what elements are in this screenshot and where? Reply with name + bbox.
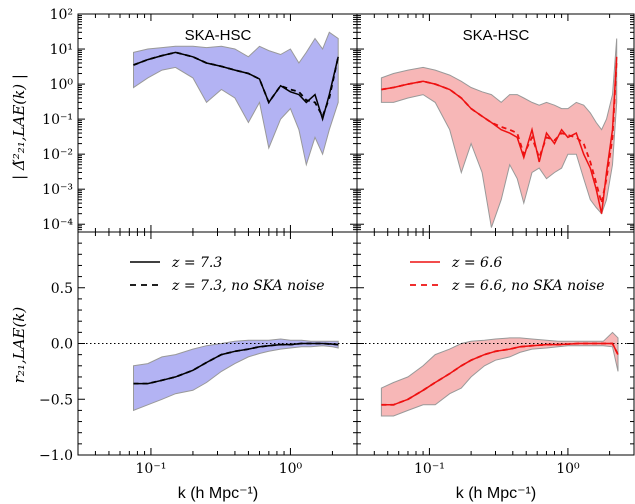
ytick-label-top-left-2: 10⁰ — [50, 77, 74, 93]
ytick-label-top-left-3: 10⁻¹ — [42, 112, 73, 128]
ytick-label-bottom-left-2: −0.5 — [39, 392, 73, 408]
xlabel-right: k (h Mpc⁻¹) — [456, 485, 536, 502]
series-top-left-1 — [133, 51, 340, 119]
ytick-label-bottom-left-3: −1.0 — [39, 448, 73, 464]
series-top-left-0 — [133, 51, 339, 122]
top-ylabel: | Δ̃²₂₁,LAE(k) | — [10, 74, 28, 180]
xtick-label-bottom-right-1: 10⁰ — [556, 461, 580, 477]
legend-left-label-1: z = 7.3, no SKA noise — [171, 278, 325, 294]
bottom-ylabel: r₂₁,LAE(k) — [10, 307, 28, 384]
ytick-label-top-left-1: 10¹ — [50, 42, 73, 58]
band-bottom-left — [133, 338, 339, 412]
legend-left: z = 7.3 z = 7.3, no SKA noise — [130, 255, 325, 294]
legend-right: z = 6.6 z = 6.6, no SKA noise — [410, 255, 605, 294]
xtick-label-bottom-left-0: 10⁻¹ — [136, 461, 167, 477]
panel-title-right: SKA-HSC — [463, 27, 530, 44]
ytick-label-bottom-left-0: 0.5 — [51, 281, 73, 297]
band-bottom-right — [380, 331, 619, 417]
series-top-right-0 — [381, 56, 618, 214]
band-top-right — [380, 38, 618, 228]
series-bottom-left-1 — [133, 342, 339, 385]
ytick-label-top-left-0: 10² — [50, 7, 73, 23]
ytick-label-top-left-5: 10⁻³ — [42, 182, 73, 198]
xtick-label-bottom-right-0: 10⁻¹ — [414, 461, 445, 477]
band-top-left — [133, 31, 339, 167]
ytick-label-top-left-6: 10⁻⁴ — [42, 217, 73, 233]
xlabel-left: k (h Mpc⁻¹) — [178, 485, 258, 502]
legend-left-label-0: z = 7.3 — [171, 255, 222, 271]
bands-layer — [133, 31, 619, 417]
series-lines-layer — [133, 51, 619, 406]
panel-title-left: SKA-HSC — [185, 27, 252, 44]
series-bottom-right-1 — [381, 342, 619, 406]
legend-right-label-1: z = 6.6, no SKA noise — [451, 278, 605, 294]
xtick-label-bottom-left-1: 10⁰ — [279, 461, 303, 477]
legend-right-label-0: z = 6.6 — [451, 255, 502, 271]
ticks-layer: 10² 10¹ 10⁰ 10⁻¹ 10⁻² 10⁻³ 10⁻⁴ 10⁻¹ 10⁰ 0.5 0.0 −0… — [39, 7, 635, 477]
series-top-right-1 — [381, 59, 618, 204]
ytick-label-bottom-left-1: 0.0 — [51, 337, 73, 353]
ytick-label-top-left-4: 10⁻² — [42, 147, 73, 163]
